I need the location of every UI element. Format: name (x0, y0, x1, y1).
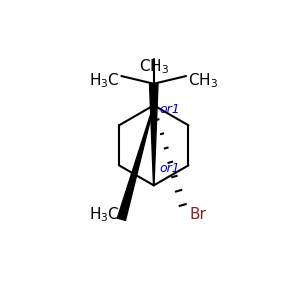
Text: $\mathsf{H_3C}$: $\mathsf{H_3C}$ (89, 205, 120, 224)
Text: $\mathsf{CH_3}$: $\mathsf{CH_3}$ (139, 57, 169, 76)
Text: or1: or1 (160, 103, 181, 116)
Text: $\mathsf{H_3C}$: $\mathsf{H_3C}$ (89, 71, 120, 90)
Text: $\mathsf{CH_3}$: $\mathsf{CH_3}$ (188, 71, 218, 90)
Text: Br: Br (189, 207, 206, 222)
Polygon shape (149, 84, 158, 185)
Text: or1: or1 (160, 162, 181, 175)
Polygon shape (117, 105, 154, 220)
